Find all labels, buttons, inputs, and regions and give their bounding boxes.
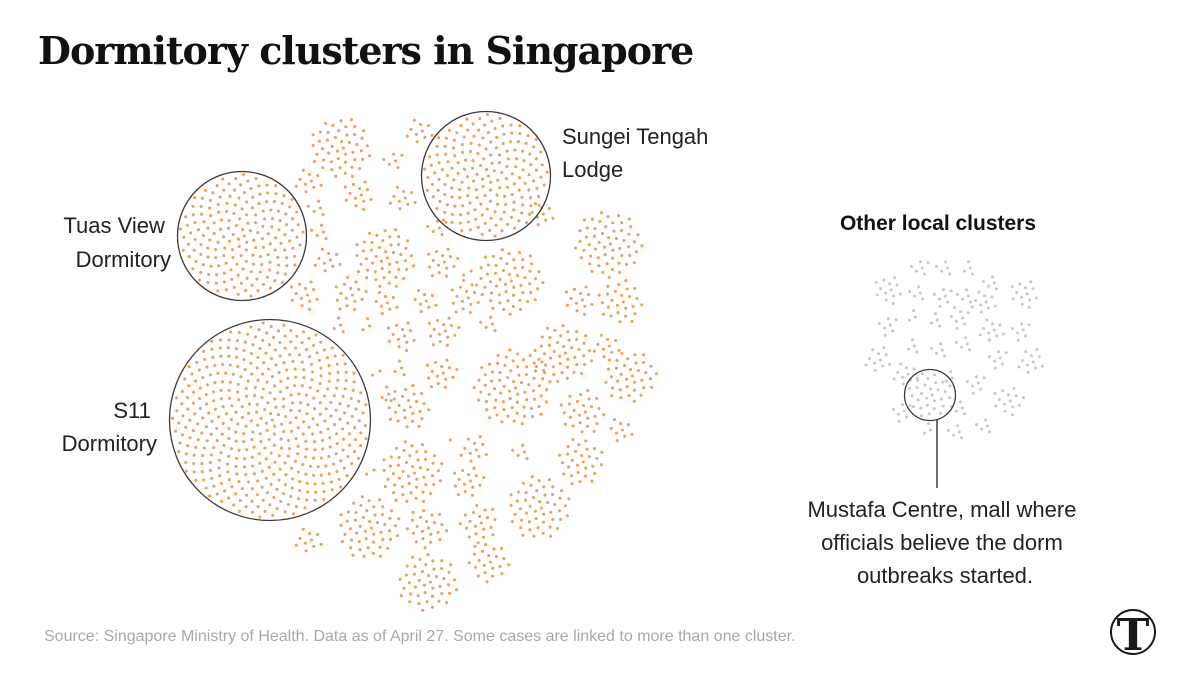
other-clusters-heading: Other local clusters [840,212,1036,235]
nyt-t-logo-icon: T [1110,609,1156,660]
source-note: Source: Singapore Ministry of Health. Da… [44,628,796,645]
outline-mustafa [903,368,957,422]
chart-title: Dormitory clusters in Singapore [38,28,694,73]
cluster-dots [170,113,1044,612]
outline-s11 [168,318,372,522]
outline-tuas [176,170,308,302]
cluster-bubble-chart: Sungei Tengah Lodge Tuas View Dormitory … [62,110,1082,612]
label-s11: S11 Dormitory [62,398,157,456]
label-sungei-tengah: Sungei Tengah Lodge [562,124,715,182]
label-tuas-view: Tuas View Dormitory [63,213,171,272]
label-mustafa: Mustafa Centre, mall where officials bel… [807,497,1082,588]
outline-sungei [420,110,552,242]
cluster-outlines [168,110,957,522]
svg-text:T: T [1117,610,1150,660]
